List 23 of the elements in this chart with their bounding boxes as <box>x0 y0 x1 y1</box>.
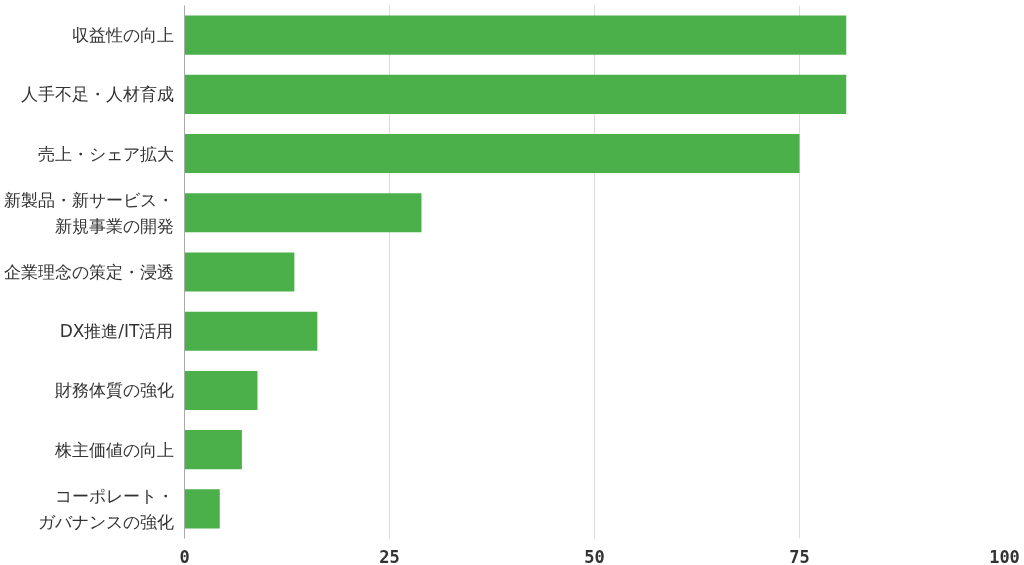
bar <box>184 489 220 529</box>
y-tick-label: 株主価値の向上 <box>53 439 174 460</box>
y-tick-label: 売上・シェア拡大 <box>37 143 174 164</box>
bar <box>184 193 422 233</box>
bar <box>184 311 318 351</box>
x-tick-label: 0 <box>179 546 190 565</box>
bar <box>184 252 295 292</box>
x-tick-label: 75 <box>789 546 810 565</box>
y-tick-label: 収益性の向上 <box>71 25 174 46</box>
x-tick-label: 100 <box>989 546 1020 565</box>
bar <box>184 15 847 55</box>
y-tick-label: 人手不足・人材育成 <box>20 84 174 105</box>
x-tick-label: 50 <box>584 546 605 565</box>
y-tick-label: 新製品・新サービス・新規事業の開発 <box>3 189 174 236</box>
y-tick-label: コーポレート・ガバナンスの強化 <box>37 485 174 532</box>
bar <box>184 430 242 470</box>
x-tick-label: 25 <box>379 546 400 565</box>
bar <box>184 134 800 174</box>
y-tick-label: 財務体質の強化 <box>54 380 174 401</box>
y-tick-label: DX推進/IT活用 <box>59 321 174 342</box>
bar <box>184 370 258 410</box>
bar <box>184 74 847 114</box>
y-tick-label: 企業理念の策定・浸透 <box>3 262 174 282</box>
